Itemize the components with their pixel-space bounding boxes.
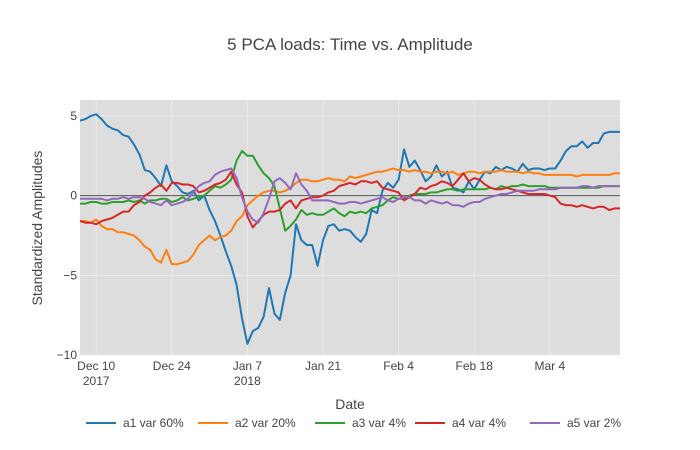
legend-item-a1[interactable]: a1 var 60% <box>86 416 184 430</box>
legend-label: a2 var 20% <box>235 416 296 430</box>
legend-label: a3 var 4% <box>352 416 406 430</box>
y-tick-label: −5 <box>63 268 77 282</box>
chart-title: 5 PCA loads: Time vs. Amplitude <box>227 35 473 54</box>
y-axis-title: Standardized Amplitudes <box>29 151 45 306</box>
legend-item-a4[interactable]: a4 var 4% <box>415 416 506 430</box>
series-line-a3 <box>80 150 620 232</box>
series-line-a4 <box>79 170 620 229</box>
x-tick-year-label: 2018 <box>234 374 261 388</box>
x-tick-label: Mar 4 <box>534 359 565 373</box>
legend-item-a3[interactable]: a3 var 4% <box>315 416 406 430</box>
legend-label: a5 var 2% <box>567 416 621 430</box>
legend-item-a5[interactable]: a5 var 2% <box>530 416 621 430</box>
y-tick-label: 0 <box>70 189 77 203</box>
x-tick-label: Jan 21 <box>305 359 341 373</box>
legend: a1 var 60% a2 var 20% a3 var 4% a4 var 4% a5… <box>86 416 621 430</box>
legend-label: a1 var 60% <box>123 416 184 430</box>
y-tick-label: −10 <box>57 348 78 362</box>
series-line-a2 <box>80 167 620 266</box>
gridlines <box>80 100 620 356</box>
x-tick-label: Dec 10 <box>77 359 115 373</box>
series-lines <box>79 113 620 345</box>
series-line-a1 <box>79 113 620 345</box>
x-tick-label: Dec 24 <box>153 359 191 373</box>
x-tick-year-label: 2017 <box>83 374 110 388</box>
y-tick-label: 5 <box>70 109 77 123</box>
x-tick-label: Feb 18 <box>456 359 494 373</box>
y-axis-ticks: 5 0 −5 −10 <box>57 109 78 362</box>
legend-label: a4 var 4% <box>452 416 506 430</box>
legend-item-a2[interactable]: a2 var 20% <box>198 416 296 430</box>
x-axis-title: Date <box>335 396 365 412</box>
plot-area <box>80 100 620 355</box>
x-tick-label: Jan 7 <box>233 359 263 373</box>
series-line-a5 <box>80 167 620 224</box>
x-tick-label: Feb 4 <box>383 359 414 373</box>
